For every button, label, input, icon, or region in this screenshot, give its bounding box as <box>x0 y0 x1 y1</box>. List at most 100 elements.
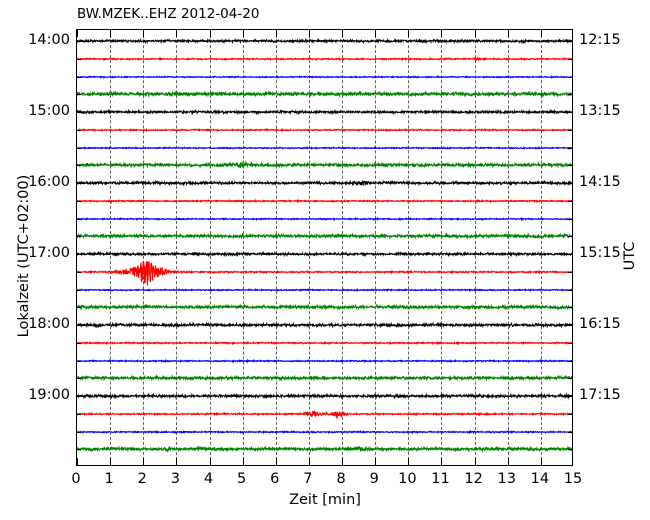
y-tick-minor-left <box>77 58 81 60</box>
y-tick-minor-left <box>77 147 81 149</box>
y-tick-minor-left <box>77 289 81 291</box>
x-tick-label: 15 <box>563 471 583 487</box>
y-tick-major-left <box>77 254 85 255</box>
x-tick-top <box>275 30 277 37</box>
y-tick-minor-right <box>568 378 572 380</box>
x-tick-label: 2 <box>137 471 147 487</box>
seismic-trace <box>77 42 572 76</box>
x-tick-label: 9 <box>369 471 379 487</box>
y-tick-minor-right <box>568 431 572 433</box>
grid-line-vertical <box>110 30 112 465</box>
y-tick-major-right <box>564 112 572 113</box>
y-tick-minor-left <box>77 236 81 238</box>
x-tick-top <box>242 30 244 37</box>
y-tick-minor-left <box>77 129 81 131</box>
y-tick-label-left: 17:00 <box>28 245 70 261</box>
grid-line-vertical <box>441 30 443 465</box>
y-tick-minor-right <box>568 129 572 131</box>
x-tick <box>77 458 78 465</box>
seismic-trace <box>77 148 572 182</box>
y-tick-major-right <box>564 41 572 42</box>
plot-title: BW.MZEK..EHZ 2012-04-20 <box>77 6 260 22</box>
grid-line-vertical <box>176 30 178 465</box>
grid-line-vertical <box>275 30 277 465</box>
grid-line-vertical <box>375 30 377 465</box>
y-tick-label-right: 17:15 <box>579 387 621 403</box>
grid-line-vertical <box>242 30 244 465</box>
seismic-trace <box>77 397 572 431</box>
y-tick-minor-left <box>77 449 81 451</box>
x-tick-top <box>77 30 78 37</box>
y-axis-title-right: UTC <box>622 241 638 271</box>
grid-line-vertical <box>474 30 476 465</box>
y-tick-minor-left <box>77 165 81 167</box>
seismic-trace <box>77 77 572 111</box>
grid-line-vertical <box>408 30 410 465</box>
y-tick-minor-left <box>77 342 81 344</box>
grid-line-vertical <box>507 30 509 465</box>
seismic-trace <box>77 95 572 129</box>
y-tick-major-right <box>564 396 572 397</box>
grid-line-vertical <box>540 30 542 465</box>
x-tick-label: 11 <box>431 471 450 487</box>
seismic-trace <box>77 219 572 253</box>
x-tick <box>408 458 410 465</box>
y-tick-minor-right <box>568 236 572 238</box>
seismic-trace <box>77 202 572 236</box>
y-tick-major-left <box>77 396 85 397</box>
x-tick-label: 12 <box>464 471 483 487</box>
x-tick <box>209 458 211 465</box>
y-tick-label-right: 16:15 <box>579 316 621 332</box>
x-tick-label: 8 <box>336 471 346 487</box>
x-tick <box>540 458 542 465</box>
y-tick-minor-left <box>77 271 81 273</box>
y-tick-major-left <box>77 41 85 42</box>
x-tick <box>176 458 178 465</box>
grid-line-vertical <box>143 30 145 465</box>
grid-line-vertical <box>342 30 344 465</box>
x-tick-top <box>507 30 509 37</box>
y-tick-minor-right <box>568 58 572 60</box>
x-tick-top <box>209 30 211 37</box>
seismic-trace <box>77 255 572 289</box>
seismic-trace <box>77 184 572 218</box>
y-tick-minor-left <box>77 307 81 309</box>
y-tick-minor-right <box>568 342 572 344</box>
y-tick-major-left <box>77 112 85 113</box>
y-tick-label-left: 18:00 <box>28 316 70 332</box>
x-tick-top <box>540 30 542 37</box>
y-tick-label-left: 19:00 <box>28 387 70 403</box>
x-tick-label: 1 <box>104 471 114 487</box>
grid-line-vertical <box>308 30 310 465</box>
y-tick-label-left: 15:00 <box>28 103 70 119</box>
y-tick-label-right: 15:15 <box>579 245 621 261</box>
y-tick-label-left: 14:00 <box>28 32 70 48</box>
y-tick-minor-right <box>568 94 572 96</box>
seismic-trace <box>77 113 572 147</box>
y-tick-minor-right <box>568 165 572 167</box>
seismic-trace <box>77 290 572 324</box>
y-tick-label-left: 16:00 <box>28 174 70 190</box>
seismic-trace <box>77 131 572 165</box>
y-tick-minor-left <box>77 200 81 202</box>
x-tick <box>143 458 145 465</box>
x-tick <box>275 458 277 465</box>
x-tick-top <box>375 30 377 37</box>
x-tick-label: 5 <box>237 471 247 487</box>
x-tick-top <box>408 30 410 37</box>
seismic-trace <box>77 60 572 94</box>
x-tick-label: 4 <box>203 471 214 487</box>
y-tick-minor-right <box>568 76 572 78</box>
seismic-trace <box>77 166 572 200</box>
x-tick-label: 14 <box>530 471 550 487</box>
seismic-trace <box>77 379 572 413</box>
x-tick-top <box>143 30 145 37</box>
y-tick-minor-left <box>77 218 81 220</box>
x-tick <box>375 458 377 465</box>
x-tick-top <box>441 30 443 37</box>
y-tick-minor-right <box>568 307 572 309</box>
seismic-trace <box>77 361 572 395</box>
seismic-trace <box>77 273 572 307</box>
y-tick-label-right: 14:15 <box>579 174 621 190</box>
